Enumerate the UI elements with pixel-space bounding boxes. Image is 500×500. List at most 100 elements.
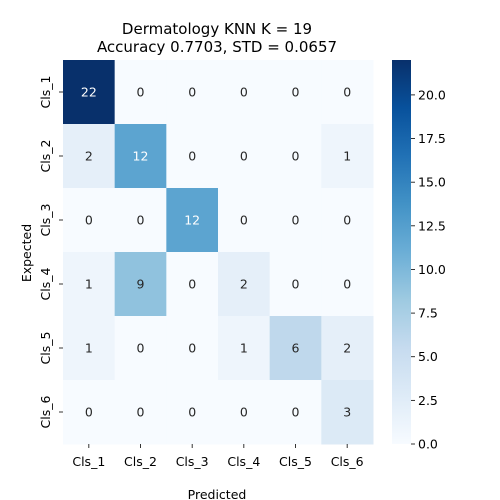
heatmap-cell (63, 124, 116, 189)
colorbar-tick-label: 17.5 (418, 131, 446, 146)
y-tick-label: Cls_2 (38, 140, 53, 173)
colorbar-tick-label: 2.5 (418, 393, 438, 408)
heatmap-cell (321, 252, 374, 317)
heatmap-cell (218, 60, 271, 125)
cell-value-label: 0 (240, 85, 248, 100)
heatmap-cell (166, 124, 219, 189)
heatmap-cell (321, 60, 374, 125)
y-tick-label: Cls_5 (38, 332, 53, 365)
heatmap-cell (114, 124, 167, 189)
cell-value-label: 1 (343, 149, 351, 164)
cell-value-label: 2 (85, 149, 93, 164)
chart-title-line-2: Accuracy 0.7703, STD = 0.0657 (97, 38, 337, 56)
heatmap-cell (114, 60, 167, 125)
y-axis-label: Expected (19, 224, 34, 282)
heatmap-cell (218, 252, 271, 317)
cell-value-label: 0 (240, 149, 248, 164)
x-tick-label: Cls_3 (176, 454, 209, 469)
cell-value-label: 0 (188, 277, 196, 292)
cell-value-label: 0 (85, 405, 93, 420)
cell-value-label: 3 (343, 405, 351, 420)
heatmap-cell (218, 188, 271, 253)
heatmap-cell (114, 316, 167, 381)
colorbar-tick-label: 7.5 (418, 306, 438, 321)
heatmap-cell (63, 60, 116, 125)
heatmap-cell (269, 380, 322, 445)
cell-value-label: 0 (137, 405, 145, 420)
colorbar (392, 60, 411, 444)
colorbar-tick-label: 5.0 (418, 349, 438, 364)
cell-value-label: 1 (240, 341, 248, 356)
cell-value-label: 0 (137, 341, 145, 356)
cell-value-label: 0 (240, 213, 248, 228)
colorbar-tick-label: 12.5 (418, 218, 446, 233)
cell-value-label: 0 (188, 149, 196, 164)
heatmap-cell (114, 188, 167, 253)
cell-value-label: 0 (292, 405, 300, 420)
heatmap-cell (269, 60, 322, 125)
heatmap-cell (269, 316, 322, 381)
colorbar-tick-label: 0.0 (418, 437, 438, 452)
x-tick-label: Cls_4 (227, 454, 260, 469)
colorbar-tick-label: 10.0 (418, 262, 446, 277)
heatmap-cell (218, 124, 271, 189)
cell-value-label: 0 (137, 213, 145, 228)
heatmap-cell (63, 188, 116, 253)
x-tick-label: Cls_6 (331, 454, 364, 469)
heatmap-cell (166, 60, 219, 125)
x-tick-label: Cls_5 (279, 454, 312, 469)
y-tick-label: Cls_1 (38, 76, 53, 109)
heatmap-cell (269, 252, 322, 317)
cell-value-label: 22 (81, 85, 97, 100)
colorbar-tick-label: 15.0 (418, 175, 446, 190)
cell-value-label: 2 (240, 277, 248, 292)
heatmap-cell (166, 380, 219, 445)
cell-value-label: 0 (292, 149, 300, 164)
heatmap-cell (63, 252, 116, 317)
x-axis-label: Predicted (188, 487, 247, 500)
colorbar-ticks: 0.0 2.5 5.0 7.5 10.0 12.5 15.0 17.5 20.0 (411, 87, 446, 452)
heatmap-cell (166, 252, 219, 317)
y-tick-label: Cls_4 (38, 267, 53, 300)
heatmap-cell (269, 188, 322, 253)
heatmap-cell (321, 380, 374, 445)
y-tick-label: Cls_6 (38, 395, 53, 428)
cell-value-label: 12 (133, 149, 149, 164)
heatmap-cell (321, 124, 374, 189)
cell-value-label: 9 (137, 277, 145, 292)
colorbar-tick-label: 20.0 (418, 87, 446, 102)
cell-value-label: 1 (85, 277, 93, 292)
heatmap-cell (269, 124, 322, 189)
cell-value-label: 0 (188, 405, 196, 420)
x-tick-label: Cls_2 (124, 454, 157, 469)
cell-value-label: 0 (85, 213, 93, 228)
cell-value-label: 0 (343, 277, 351, 292)
cell-value-label: 12 (184, 213, 200, 228)
heatmap-cell (63, 316, 116, 381)
x-axis-ticks: Cls_1 Cls_2 Cls_3 Cls_4 Cls_5 Cls_6 (72, 444, 364, 469)
heatmap-cell (321, 188, 374, 253)
chart-title-line-1: Dermatology KNN K = 19 (122, 20, 312, 38)
x-tick-label: Cls_1 (72, 454, 105, 469)
cell-value-label: 0 (137, 85, 145, 100)
heatmap-cell (321, 316, 374, 381)
cell-value-label: 6 (292, 341, 300, 356)
heatmap-cell (63, 380, 116, 445)
y-axis-ticks: Cls_1 Cls_2 Cls_3 Cls_4 Cls_5 Cls_6 (38, 76, 63, 428)
heatmap-cell (166, 188, 219, 253)
cell-value-label: 0 (292, 277, 300, 292)
heatmap-cell (166, 316, 219, 381)
y-tick-label: Cls_3 (38, 204, 53, 237)
heatmap-cell (218, 316, 271, 381)
cell-value-label: 0 (292, 85, 300, 100)
cell-value-label: 1 (85, 341, 93, 356)
cell-value-label: 0 (292, 213, 300, 228)
cell-value-label: 0 (343, 213, 351, 228)
cell-value-label: 0 (240, 405, 248, 420)
heatmap-cell (114, 252, 167, 317)
heatmap-cell (218, 380, 271, 445)
cell-value-label: 0 (188, 341, 196, 356)
cell-value-label: 0 (343, 85, 351, 100)
heatmap-cell (114, 380, 167, 445)
